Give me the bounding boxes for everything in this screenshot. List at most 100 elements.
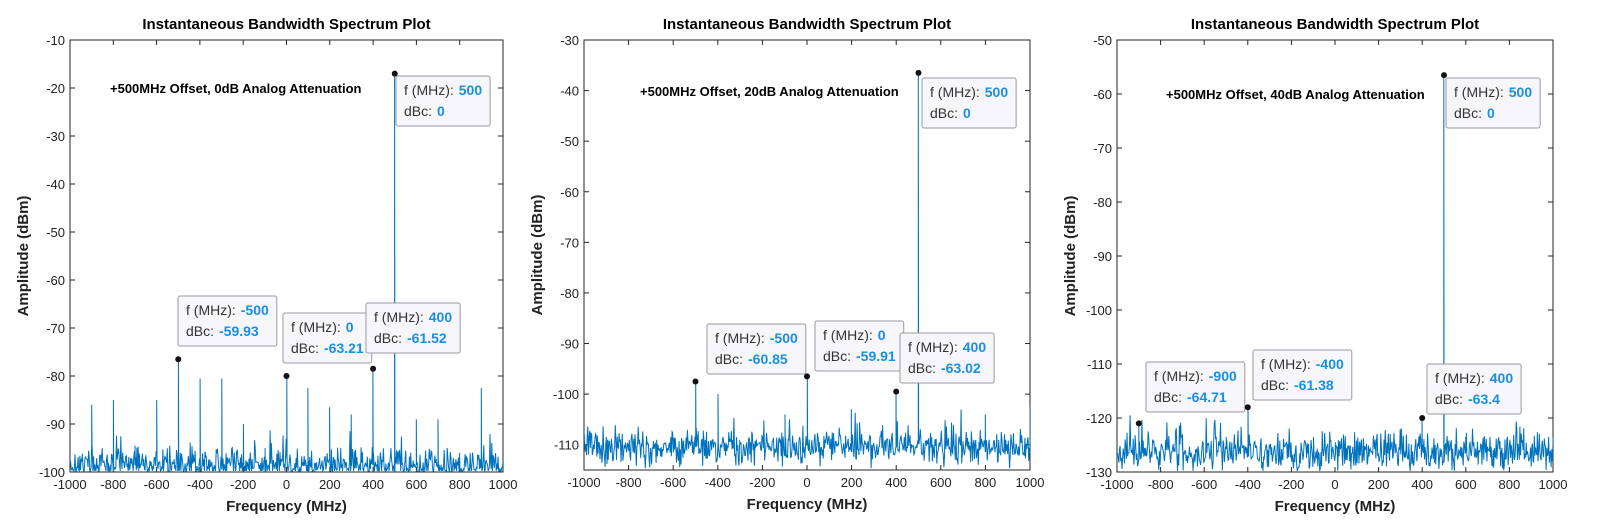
y-tick-label: -80 (560, 286, 579, 301)
y-tick-label: -40 (46, 177, 65, 192)
x-tick-label: -800 (100, 477, 126, 492)
datatip-freq-value: -900 (1209, 368, 1237, 384)
x-tick-label: -600 (1191, 477, 1217, 492)
datatip-freq-value: 400 (429, 309, 453, 325)
datatip: f (MHz): 500 dBc: 0 (1445, 77, 1541, 129)
y-tick-label: -60 (46, 273, 65, 288)
y-tick-label: -50 (46, 225, 65, 240)
datatip-box (921, 77, 1017, 129)
datatip-freq-label: f (MHz): (404, 82, 454, 98)
spectrum-trace (70, 73, 503, 472)
datatip-freq-label: f (MHz): (715, 330, 765, 346)
y-tick-label: -50 (1093, 33, 1112, 48)
y-axis-label: Amplitude (dBm) (15, 196, 32, 317)
y-tick-label: -40 (560, 84, 579, 99)
datatip-box (395, 75, 491, 127)
x-tick-label: -200 (749, 475, 775, 490)
datatip-box (177, 295, 278, 347)
datatip-dbc-value: -63.4 (1468, 391, 1500, 407)
chart-title: Instantaneous Bandwidth Spectrum Plot (142, 16, 430, 33)
datatip-marker (893, 388, 900, 395)
x-tick-label: -200 (1278, 477, 1304, 492)
x-tick-label: -600 (144, 477, 170, 492)
datatip-marker (370, 365, 377, 372)
datatip-freq-value: 0 (878, 327, 886, 343)
datatip-marker (283, 373, 290, 379)
datatip-dbc-value: -61.38 (1294, 377, 1334, 393)
datatip-marker (915, 69, 922, 76)
x-tick-label: -1000 (53, 477, 86, 492)
datatip-dbc-value: -64.71 (1187, 389, 1227, 405)
datatip: f (MHz): -900 dBc: -64.71 (1145, 361, 1246, 413)
datatip-dbc-value: -61.52 (407, 330, 447, 346)
datatip: f (MHz): 400 dBc: -61.52 (365, 302, 461, 354)
datatip-freq-label: f (MHz): (1435, 370, 1485, 386)
y-tick-label: -90 (1093, 249, 1112, 264)
x-tick-label: -400 (705, 475, 731, 490)
y-tick-label: -110 (1087, 357, 1112, 372)
spectrum-trace (1117, 75, 1553, 472)
x-tick-label: 0 (283, 477, 290, 492)
x-tick-label: 200 (841, 475, 863, 490)
datatip-dbc-value: 0 (1487, 105, 1495, 121)
x-tick-label: 800 (975, 475, 997, 490)
datatip-freq-label: f (MHz): (1154, 368, 1204, 384)
datatip-marker (1244, 404, 1251, 411)
datatip: f (MHz): 500 dBc: 0 (921, 77, 1017, 129)
datatip-dbc-label: dBc: (908, 360, 936, 376)
x-tick-label: -1000 (1100, 477, 1133, 492)
x-tick-label: -1000 (567, 475, 600, 490)
y-tick-label: -30 (560, 33, 579, 48)
datatip-dbc-value: -63.21 (324, 340, 364, 356)
datatip-freq-label: f (MHz): (823, 327, 873, 343)
datatip-marker (1135, 420, 1142, 427)
datatip-freq-label: f (MHz): (930, 84, 980, 100)
x-axis-label: Frequency (MHz) (1275, 498, 1396, 515)
x-tick-label: 0 (1331, 477, 1338, 492)
x-tick-label: -200 (230, 477, 256, 492)
datatip-dbc-label: dBc: (930, 105, 958, 121)
datatip-dbc-value: -63.02 (941, 360, 981, 376)
datatip: f (MHz): -500 dBc: -60.85 (706, 323, 807, 375)
x-axis-label: Frequency (MHz) (747, 496, 868, 513)
x-tick-label: 800 (1499, 477, 1521, 492)
y-tick-label: -60 (1093, 87, 1112, 102)
datatip: f (MHz): 0 dBc: -63.21 (282, 312, 373, 364)
datatip-dbc-label: dBc: (186, 323, 214, 339)
datatip-box (1145, 361, 1246, 413)
x-tick-label: 200 (1368, 477, 1390, 492)
datatip-freq-label: f (MHz): (1261, 356, 1311, 372)
datatip-marker (1441, 72, 1447, 79)
attenuation-annotation: +500MHz Offset, 0dB Analog Attenuation (110, 81, 362, 96)
datatip-freq-value: 400 (1490, 370, 1514, 386)
datatip: f (MHz): 500 dBc: 0 (395, 75, 491, 127)
datatip-dbc-value: -59.93 (219, 323, 259, 339)
datatip-freq-value: -400 (1316, 356, 1344, 372)
x-tick-label: 200 (319, 477, 341, 492)
x-tick-label: -800 (1148, 477, 1174, 492)
datatip-marker (692, 378, 699, 385)
y-tick-label: -10 (46, 33, 65, 48)
y-tick-label: -80 (46, 369, 65, 384)
x-tick-label: 1000 (489, 477, 518, 492)
datatip-dbc-value: -60.85 (748, 351, 788, 367)
datatip-dbc-label: dBc: (1454, 105, 1482, 121)
datatip-freq-label: f (MHz): (186, 302, 236, 318)
spectrum-chart-40db: Instantaneous Bandwidth Spectrum Plot -10… (1062, 16, 1567, 515)
attenuation-annotation: +500MHz Offset, 20dB Analog Attenuation (640, 84, 899, 99)
y-tick-label: -20 (46, 81, 65, 96)
x-tick-label: 400 (362, 477, 384, 492)
datatip-dbc-value: 0 (963, 105, 971, 121)
spectrum-chart-0db: Instantaneous Bandwidth Spectrum Plot -10… (15, 16, 517, 515)
y-tick-label: -90 (46, 417, 65, 432)
datatip-dbc-label: dBc: (1261, 377, 1289, 393)
datatip-freq-label: f (MHz): (1454, 84, 1504, 100)
datatip-marker (1419, 415, 1426, 421)
y-tick-label: -30 (46, 129, 65, 144)
datatip-dbc-label: dBc: (715, 351, 743, 367)
datatip-box (1445, 77, 1541, 129)
datatip-dbc-label: dBc: (291, 340, 319, 356)
x-tick-label: 400 (885, 475, 907, 490)
datatip: f (MHz): -500 dBc: -59.93 (177, 295, 278, 347)
